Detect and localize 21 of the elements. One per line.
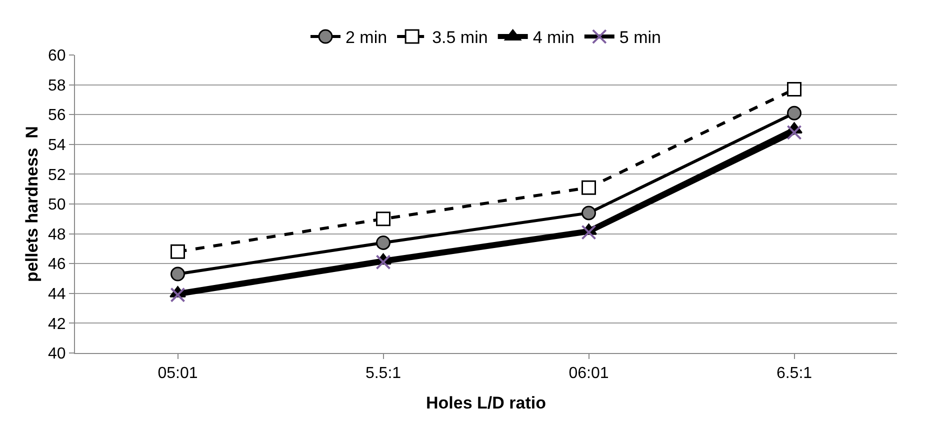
y-tick-label: 60 [48,48,66,65]
y-tick-label: 48 [48,226,66,244]
y-tick-label: 40 [48,346,66,363]
y-tick-label: 54 [48,137,66,154]
x-tick-label: 05:01 [158,365,198,382]
legend-label: 5 min [619,28,661,48]
y-tick-label: 52 [48,166,66,184]
y-tick-label: 56 [48,107,66,124]
y-tick-label: 50 [48,196,66,214]
legend-label: 2 min [346,28,388,48]
legend-label: 3.5 min [432,28,488,48]
x-tick-label: 6.5:1 [776,365,812,382]
legend-label: 4 min [532,28,574,48]
y-tick-label: 58 [48,77,66,94]
y-axis-title: pellets hardness N [22,126,42,282]
x-axis-title: Holes L/D ratio [426,394,546,413]
y-tick-label: 46 [48,256,66,274]
x-tick-label: 06:01 [568,365,609,382]
y-tick-label: 42 [48,316,66,333]
y-tick-label: 44 [48,286,66,303]
x-tick-label: 5.5:1 [365,365,402,382]
